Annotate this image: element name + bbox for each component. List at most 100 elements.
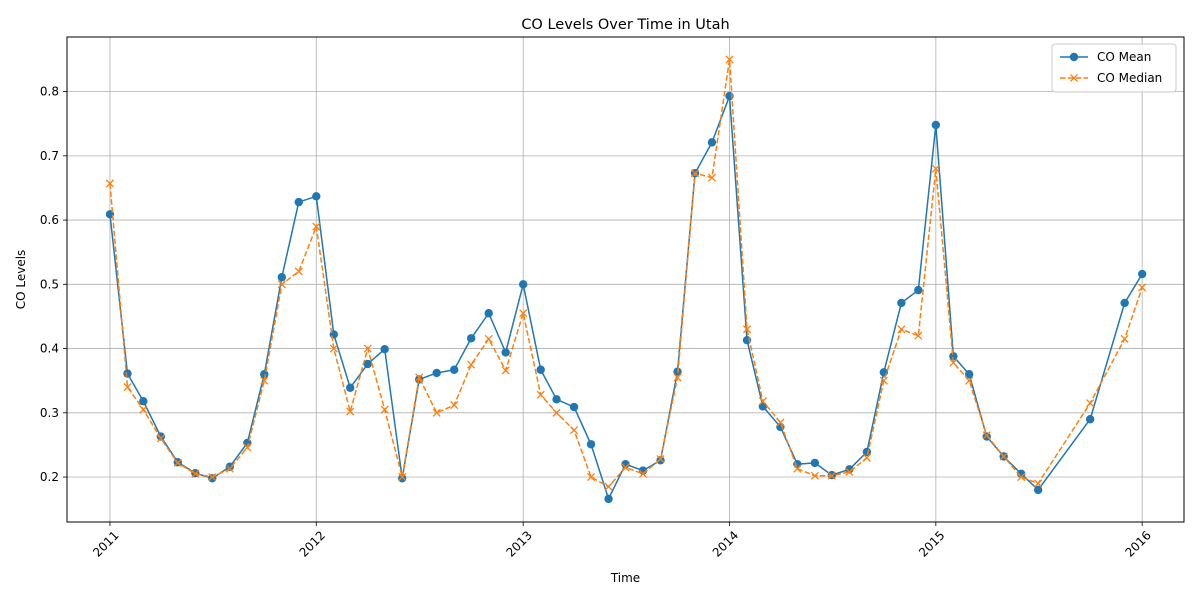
y-tick-label: 0.3: [40, 406, 59, 420]
data-point: [467, 360, 476, 369]
y-tick-label: 0.5: [40, 277, 59, 291]
data-point: [914, 331, 923, 340]
data-point: [173, 458, 182, 467]
data-point: [156, 434, 165, 443]
data-point: [776, 422, 785, 432]
legend: CO Mean CO Median: [1051, 43, 1177, 93]
y-tick-label: 0.4: [40, 342, 59, 356]
data-point: [466, 334, 476, 343]
data-point: [999, 452, 1008, 461]
data-point: [862, 453, 871, 462]
data-point: [1137, 269, 1147, 279]
data-point: [1120, 334, 1129, 343]
data-point: [1016, 469, 1026, 479]
data-point: [949, 352, 958, 361]
data-point: [501, 348, 510, 357]
data-point: [1085, 415, 1095, 424]
data-point: [638, 469, 648, 478]
data-point: [432, 408, 441, 417]
data-point: [208, 472, 217, 482]
data-point: [707, 173, 717, 182]
chart-title: CO Levels Over Time in Utah: [521, 17, 729, 33]
data-point: [845, 467, 854, 476]
data-point: [501, 366, 510, 375]
data-point: [294, 197, 303, 207]
data-point: [897, 325, 906, 334]
data-point: [105, 179, 115, 188]
data-point: [398, 474, 407, 483]
data-point: [656, 456, 665, 465]
series-co-median: [105, 55, 1147, 491]
y-axis: 0.2 0.3 0.4 0.5 0.6 0.7 0.8: [40, 85, 67, 484]
data-point: [139, 405, 148, 414]
data-point: [346, 407, 355, 416]
data-point: [776, 418, 785, 427]
data-point: [793, 459, 802, 469]
data-point: [1034, 479, 1043, 488]
legend-label: CO Mean: [1097, 50, 1151, 64]
data-point: [156, 432, 166, 441]
y-tick-label: 0.8: [40, 85, 59, 99]
legend-marker: [1069, 73, 1079, 83]
data-point: [398, 472, 407, 482]
data-point: [536, 390, 545, 399]
data-point: [123, 369, 132, 378]
data-point: [139, 397, 148, 406]
data-point: [519, 309, 528, 318]
plot-series: [105, 55, 1147, 504]
data-point: [312, 192, 321, 201]
data-point: [879, 368, 889, 377]
data-point: [243, 443, 252, 452]
data-point: [758, 402, 768, 411]
x-axis-title: Time: [610, 571, 640, 585]
data-point: [897, 298, 906, 308]
data-point: [965, 376, 974, 385]
data-point: [586, 440, 596, 449]
data-point: [260, 376, 269, 385]
data-point: [793, 464, 802, 473]
legend-marker: [1069, 52, 1079, 62]
data-point: [569, 426, 579, 435]
data-point: [432, 368, 441, 378]
data-point: [484, 309, 493, 318]
data-point: [536, 365, 545, 374]
y-tick-label: 0.6: [40, 213, 59, 227]
data-point: [621, 459, 630, 469]
data-point: [415, 373, 424, 382]
data-point: [742, 325, 752, 334]
data-point: [294, 267, 303, 276]
data-point: [1120, 298, 1129, 308]
data-point: [1017, 472, 1026, 482]
data-point: [346, 383, 355, 392]
data-point: [363, 359, 372, 369]
data-point: [380, 344, 389, 354]
data-point: [931, 120, 941, 130]
data-point: [707, 138, 717, 147]
data-point: [586, 472, 596, 482]
data-point: [949, 358, 958, 367]
data-point: [277, 280, 286, 289]
data-point: [518, 280, 528, 289]
data-point: [380, 405, 389, 414]
data-point: [260, 370, 269, 379]
data-point: [552, 395, 561, 404]
data-point: [690, 169, 700, 178]
data-point: [604, 494, 613, 504]
data-point: [604, 482, 613, 491]
data-point: [123, 383, 132, 392]
data-point: [450, 401, 459, 410]
data-point: [810, 458, 820, 468]
data-point: [656, 454, 665, 464]
data-point: [845, 465, 854, 474]
data-point: [1033, 485, 1043, 495]
data-point: [982, 431, 991, 440]
data-point: [827, 471, 836, 480]
data-point: [673, 373, 682, 382]
plot-area-frame: [66, 36, 1185, 523]
y-tick-label: 0.2: [40, 470, 59, 484]
data-point: [312, 222, 321, 231]
data-point: [450, 365, 459, 374]
data-point: [1086, 399, 1095, 408]
